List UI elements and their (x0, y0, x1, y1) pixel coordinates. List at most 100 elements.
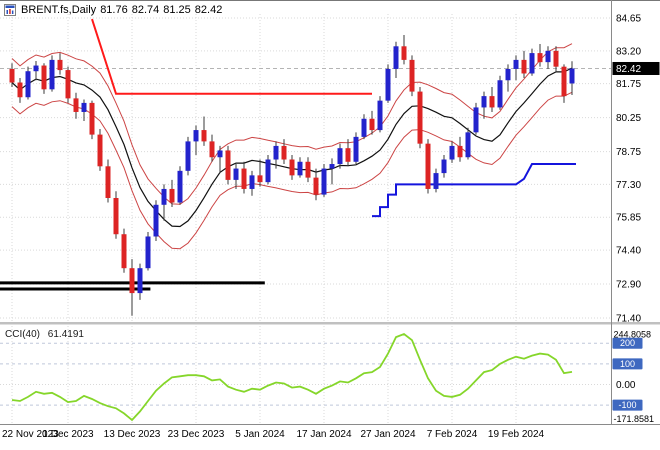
cci-level-badge-label: 100 (620, 359, 635, 369)
candle-bear (289, 159, 295, 176)
candle-bull (145, 236, 151, 269)
candle-bear (425, 143, 431, 189)
price-axis-label: 80.25 (616, 113, 641, 124)
cci-pane (0, 332, 611, 422)
candle-bear (17, 82, 23, 98)
candle-bear (345, 148, 351, 162)
time-axis-label: 13 Dec 2023 (104, 429, 161, 440)
cci-name: CCI(40) (5, 329, 41, 340)
candle-bear (537, 53, 543, 63)
cci-zero-label: 0.00 (616, 380, 636, 391)
candle-bull (249, 175, 255, 189)
cci-indicator-label: CCI(40) 61.4191 (5, 329, 89, 340)
red-trailing-stop-line (91, 18, 372, 95)
grid (0, 14, 611, 424)
candle-bear (409, 59, 415, 92)
time-axis-label: 5 Jan 2024 (235, 429, 285, 440)
candle-bull (265, 159, 271, 183)
cci-level-badge-label: -100 (618, 400, 636, 410)
time-axis-label: 27 Jan 2024 (360, 429, 415, 440)
candle-bear (209, 141, 215, 158)
candle-bear (305, 161, 311, 178)
candle-bear (73, 98, 79, 112)
candle-bull (481, 96, 487, 108)
time-axis-label: 23 Dec 2023 (168, 429, 225, 440)
candle-bull (449, 145, 455, 160)
price-axis-label: 74.40 (616, 246, 641, 257)
candle-bear (57, 59, 63, 71)
candle-bull (473, 107, 479, 133)
candle-bear (313, 177, 319, 195)
candle-bull (353, 136, 359, 162)
blue-trailing-stop-line (372, 163, 576, 218)
candle-bull (513, 59, 519, 69)
candle-bull (217, 150, 223, 158)
candles (9, 34, 575, 316)
candle-bull (465, 132, 471, 158)
candle-bull (497, 80, 503, 108)
candle-bear (65, 70, 71, 99)
candle-bear (41, 65, 47, 90)
candle-bear (281, 145, 287, 160)
candle-bear (457, 145, 463, 158)
time-axis-label: 22 Nov 2023 (2, 429, 59, 440)
price-axis-label: 72.90 (616, 280, 641, 291)
candle-bear (417, 91, 423, 144)
cci-value: 61.4191 (47, 329, 84, 340)
candle-bear (105, 166, 111, 198)
candle-bull (321, 168, 327, 195)
candle-bear (121, 234, 127, 269)
time-axis-label: 7 Feb 2024 (427, 429, 478, 440)
cci-level-badge-label: 200 (620, 338, 635, 348)
cci-max-label: 244.8058 (614, 330, 652, 340)
candle-bull (337, 148, 343, 165)
candle-bull (361, 118, 367, 137)
candle-bear (97, 134, 103, 167)
candle-bear (369, 118, 375, 131)
candle-bear (401, 46, 407, 60)
candle-bull (529, 53, 535, 74)
cci-level-badge (612, 337, 643, 349)
indicator-overlays (0, 18, 576, 291)
candle-bull (385, 68, 391, 101)
candle-bull (433, 173, 439, 189)
candle-bear (113, 198, 119, 235)
cci-level-badge (612, 399, 643, 411)
envelope-upper-line (11, 43, 573, 205)
ohlc-close: 82.42 (194, 4, 223, 16)
candle-bear (561, 66, 567, 97)
candle-bear (225, 150, 231, 180)
current-price-badge (612, 61, 660, 75)
candle-bull (25, 71, 31, 98)
frame (0, 0, 660, 425)
candle-bull (137, 268, 143, 294)
candle-bear (169, 188, 175, 203)
chart-icon (4, 4, 16, 16)
candle-bull (81, 102, 87, 112)
current-price-badge-label: 82.42 (616, 64, 641, 75)
candle-bull (153, 204, 159, 237)
cci-level-badge (612, 358, 643, 370)
symbol-header: BRENT.fs,Daily 81.76 82.74 81.25 82.42 (4, 4, 222, 16)
candle-bull (569, 68, 575, 84)
candle-bull (393, 46, 399, 69)
price-axis-label: 84.65 (616, 14, 641, 25)
envelope-lower-line (11, 91, 573, 250)
candle-bull (193, 130, 199, 142)
price-axis-label: 83.20 (616, 46, 641, 57)
candle-bear (257, 175, 263, 183)
price-axis-label: 78.75 (616, 147, 641, 158)
candle-bull (545, 50, 551, 63)
ohlc-low: 81.25 (163, 4, 191, 16)
candle-bull (273, 145, 279, 160)
pane-divider[interactable] (0, 322, 660, 325)
cci-line (11, 332, 573, 422)
price-axis[interactable]: 84.65 83.20 81.75 80.25 78.75 77.30 75.85 74.40… (612, 14, 660, 425)
moving-average-line (11, 67, 573, 228)
candle-bull (441, 159, 447, 174)
time-axis-label: 19 Feb 2024 (488, 429, 545, 440)
candle-bull (185, 141, 191, 171)
